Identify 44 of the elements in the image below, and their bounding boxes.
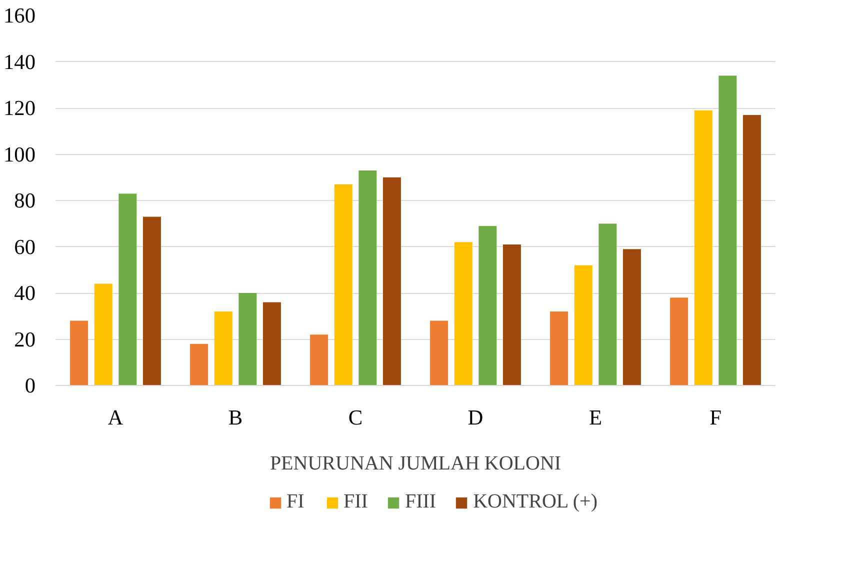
x-tick-label: C	[348, 406, 363, 430]
y-tick-label: 160	[4, 4, 36, 28]
y-tick-label: 140	[4, 50, 36, 74]
legend-label: KONTROL (+)	[473, 490, 598, 514]
y-tick-label: 0	[24, 374, 36, 398]
legend-label: FI	[286, 490, 306, 514]
bar	[214, 312, 232, 386]
bar	[142, 216, 161, 386]
bar	[430, 320, 448, 386]
y-tick-label: 40	[14, 281, 36, 305]
bar	[598, 224, 617, 386]
legend-label: FIII	[404, 490, 436, 514]
bar	[718, 76, 737, 386]
bar	[742, 114, 761, 386]
x-tick-label: D	[468, 406, 484, 430]
y-tick-label: 80	[14, 188, 36, 212]
bar	[574, 265, 592, 386]
y-tick-label: 60	[14, 234, 36, 259]
y-tick-label: 120	[4, 96, 36, 120]
bar	[670, 298, 688, 386]
bar	[478, 226, 497, 386]
y-tick-label: 20	[14, 327, 36, 352]
bar	[70, 320, 88, 386]
bar	[238, 293, 257, 386]
bar	[550, 312, 568, 386]
x-axis-title: PENURUNAN JUMLAH KOLONI	[270, 452, 562, 474]
x-tick-label: B	[228, 406, 243, 430]
bar	[190, 344, 208, 386]
bar	[118, 194, 137, 386]
bar	[358, 170, 377, 386]
x-tick-label: F	[710, 406, 722, 430]
bar	[262, 302, 281, 386]
x-tick-label: E	[588, 406, 602, 430]
y-tick-label: 100	[4, 142, 36, 166]
bar	[310, 334, 328, 386]
bar	[94, 284, 112, 386]
bar	[334, 184, 352, 386]
bar	[454, 242, 472, 386]
bar	[502, 244, 521, 386]
bar	[622, 249, 641, 386]
bar	[694, 110, 712, 386]
bar	[382, 177, 401, 386]
x-tick-label: A	[108, 406, 124, 430]
legend-label: FII	[344, 490, 368, 514]
